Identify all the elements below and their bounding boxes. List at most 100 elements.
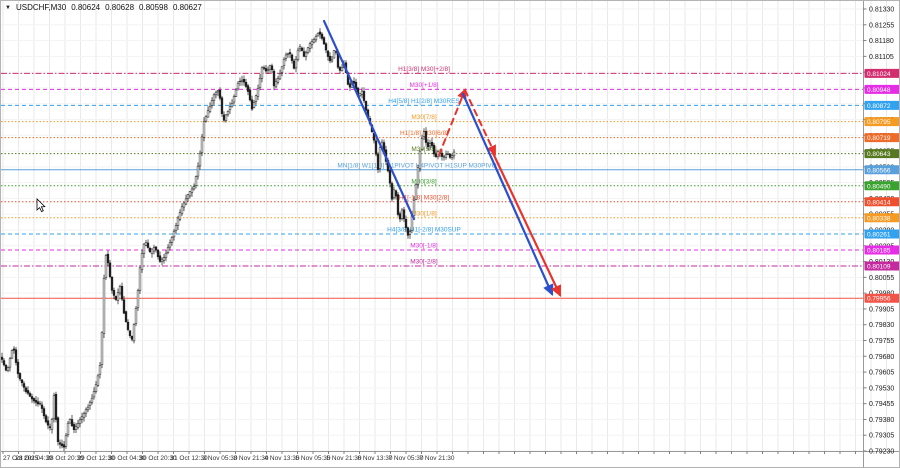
candle-body	[174, 225, 178, 231]
candle-body	[106, 253, 110, 264]
time-axis-label: 3 Nov 05:30	[202, 455, 237, 462]
candle-body	[290, 54, 294, 61]
candle-body	[186, 194, 190, 200]
price-badge-label: 0.80872	[867, 103, 891, 110]
trendline-down[interactable]	[322, 19, 416, 221]
candle-body	[394, 190, 398, 197]
price-badge-label: 0.80414	[867, 199, 891, 206]
level-lines: H1[3/8] M30[+2/8] M30[+1/8] H4[5/8] H1[2/8…	[1, 66, 863, 299]
candle-body	[404, 218, 408, 228]
candle-body	[110, 276, 114, 291]
candle-body	[132, 324, 136, 342]
candle-body	[18, 373, 22, 380]
candle-body	[296, 49, 300, 60]
grid	[1, 1, 887, 452]
candle-body	[292, 60, 296, 69]
price-badge-label: 0.80109	[867, 263, 891, 270]
candle-body	[252, 102, 256, 108]
candle-body	[142, 243, 146, 254]
projected-drop-dashed-arrow[interactable]	[464, 89, 496, 156]
candle-body	[162, 257, 166, 261]
price-badges: 0.81024 0.80948 0.80872 0.80795 0.80719 0.806…	[864, 68, 899, 303]
candle-body	[164, 252, 168, 258]
price-badge-label: 0.80643	[867, 151, 891, 158]
candle-body	[408, 231, 412, 235]
price-axis-label: 0.79455	[869, 401, 894, 408]
candle-body	[306, 47, 310, 53]
candle-body	[360, 90, 364, 95]
candle-body	[182, 202, 186, 208]
price-badge	[864, 84, 899, 94]
candle-body	[322, 37, 326, 45]
price-axis-label: 0.79905	[869, 306, 894, 313]
candle-body	[56, 417, 60, 442]
candle-body	[102, 278, 106, 334]
price-badge	[864, 100, 899, 110]
candle-body	[38, 403, 42, 405]
candle-body	[46, 420, 50, 426]
candle-body	[8, 358, 12, 368]
candle-body	[226, 110, 230, 116]
time-axis-label: 3 Nov 21:30	[233, 455, 268, 462]
price-axis-label: 0.79680	[869, 354, 894, 361]
candle-body	[222, 114, 226, 121]
candle-body	[240, 79, 244, 82]
candle-body	[248, 89, 252, 101]
candle-body	[36, 401, 40, 405]
price-axis-label: 0.81180	[869, 38, 894, 45]
projected-decline-red-arrow[interactable]	[490, 149, 562, 297]
candle-body	[264, 68, 268, 72]
price-axis-label: 0.79605	[869, 370, 894, 377]
time-axis-label: 5 Nov 21:30	[326, 455, 361, 462]
price-badge	[864, 229, 899, 239]
candle-body	[78, 419, 82, 424]
candle-body	[282, 58, 286, 66]
candle-body	[154, 246, 158, 250]
candle-body	[26, 390, 30, 394]
level-label: H1[3/8] M30[+2/8]	[398, 66, 450, 73]
candle-body	[10, 350, 14, 359]
projected-rally-dashed-arrow[interactable]	[438, 88, 467, 156]
candle-body	[52, 395, 56, 419]
candle-body	[172, 230, 176, 238]
candle-body	[426, 142, 430, 148]
price-badge-label: 0.80185	[867, 247, 891, 254]
candle-body	[6, 367, 10, 371]
candle-body	[250, 99, 254, 110]
candle-body	[314, 36, 318, 41]
price-badge-label: 0.80719	[867, 135, 891, 142]
candle-body	[310, 41, 314, 46]
candle-body	[54, 393, 58, 420]
candle-body	[72, 424, 76, 430]
candle-body	[32, 398, 36, 402]
candle-body	[268, 65, 272, 70]
candle-body	[284, 54, 288, 59]
dropdown-arrow-icon[interactable]: ▼	[5, 4, 11, 11]
candle-body	[416, 167, 420, 185]
price-badge	[864, 149, 899, 159]
candle-body	[108, 262, 112, 277]
candle-body	[146, 242, 150, 248]
candle-body	[134, 308, 138, 324]
candle-body	[48, 426, 52, 428]
candle-body	[112, 290, 116, 296]
price-badge	[864, 165, 899, 175]
candle-body	[332, 50, 336, 59]
level-label: M30[5/8]	[411, 146, 436, 153]
candle-body	[84, 409, 88, 414]
candle-body	[318, 31, 322, 35]
price-badge	[864, 245, 899, 255]
price-badge-label: 0.80338	[867, 215, 891, 222]
candle-body	[220, 97, 224, 114]
candle-body	[428, 143, 432, 147]
candle-body	[16, 361, 20, 374]
candle-body	[242, 79, 246, 83]
time-axis-label: 30 Oct 20:30	[139, 455, 177, 462]
candle-body	[218, 89, 222, 99]
projected-decline-blue-arrow[interactable]	[461, 92, 554, 297]
time-axis-label: 7 Nov 05:30	[388, 455, 423, 462]
candle-body	[100, 331, 104, 365]
candle-body	[34, 400, 38, 403]
